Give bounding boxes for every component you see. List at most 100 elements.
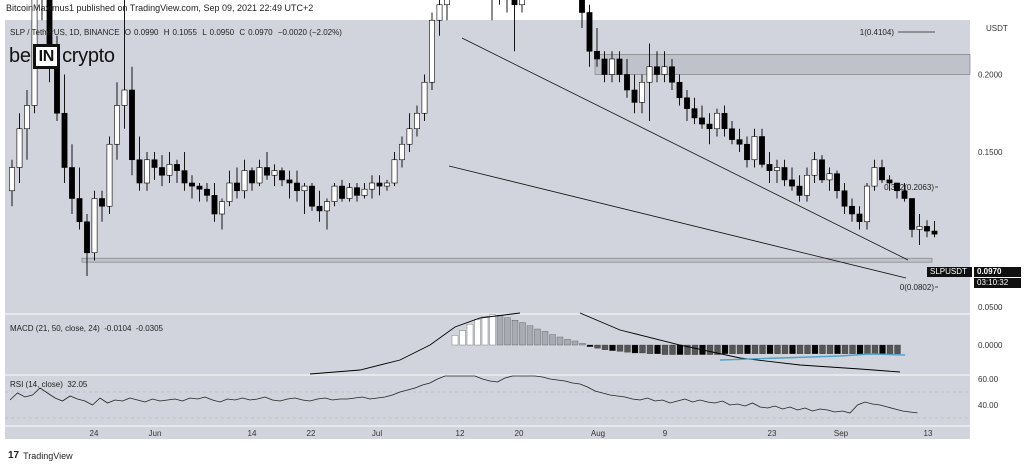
candle-body [774, 167, 780, 171]
footer-brand[interactable]: 17 TradingView [8, 450, 73, 461]
macd-histogram-bar [646, 344, 654, 354]
candle-body [399, 143, 405, 161]
candle-body [894, 182, 900, 192]
logo-left: be [9, 45, 31, 67]
macd-histogram-bar [549, 334, 556, 346]
macd-histogram-bar [639, 344, 646, 354]
time-tick-label: Aug [591, 429, 605, 438]
candle-body [309, 185, 315, 207]
candle-body [121, 89, 128, 106]
macd-histogram-bar [594, 344, 601, 349]
macd-histogram-bar [789, 344, 796, 354]
candle-body [144, 159, 150, 184]
candle-body [871, 167, 878, 187]
candle-body [279, 170, 285, 181]
logo-right: crypto [62, 45, 115, 67]
time-tick-label: 13 [924, 429, 933, 438]
wedge-upper-trendline [461, 37, 909, 261]
price-tick-label: 0.0500 [978, 303, 1003, 312]
macd-histogram-bar [661, 344, 669, 355]
macd-histogram-bar [489, 314, 496, 346]
rsi-label: RSI (14, close) [10, 380, 63, 389]
macd-histogram-bar [481, 316, 489, 346]
candle-body [751, 136, 758, 161]
macd-tick-label: 0.0000 [978, 341, 1003, 350]
low-label: L [202, 28, 207, 37]
time-tick-label: 14 [248, 429, 257, 438]
time-tick-label: 24 [90, 429, 99, 438]
close-label: C [239, 28, 246, 37]
macd-histogram-bar [886, 344, 894, 354]
fib-level-label: 1(0.4104) [860, 28, 895, 37]
candle-body [811, 159, 818, 176]
macd-histogram-bar [819, 344, 826, 354]
candle-body [264, 167, 270, 176]
candle-body [804, 174, 810, 196]
macd-histogram-bar [894, 344, 901, 354]
resistance-zone [594, 54, 971, 75]
open-label: O [124, 28, 131, 37]
candle-body [856, 213, 863, 223]
macd-histogram-bar [841, 344, 849, 354]
candle-body [189, 182, 195, 187]
macd-histogram-bar [526, 325, 534, 346]
rsi-legend: RSI (14, close) 32.05 [10, 380, 87, 389]
rsi-value: 32.05 [67, 380, 88, 389]
macd-histogram-bar [759, 344, 766, 354]
time-tick-label: 20 [515, 429, 524, 438]
candle-body [241, 170, 248, 192]
candle-body [931, 230, 938, 235]
macd-legend: MACD (21, 50, close, 24) -0.0104 -0.0305 [10, 324, 163, 333]
candle-body [166, 164, 173, 176]
macd-histogram-bar [541, 331, 549, 346]
candle-body [151, 159, 158, 168]
candle-body [346, 187, 353, 199]
currency-label: USDT [986, 24, 1008, 33]
macd-histogram-bar [616, 344, 624, 352]
rsi-tick-label: 60.00 [978, 375, 999, 384]
candle-body [444, 0, 450, 6]
candle-body [84, 221, 90, 254]
candle-body [766, 164, 773, 171]
plot-background [5, 20, 970, 439]
macd-histogram-bar [459, 330, 466, 346]
time-tick-label: 9 [663, 429, 668, 438]
macd-histogram-bar [774, 344, 781, 354]
logo-box: IN [32, 44, 61, 69]
candle-body [76, 198, 83, 223]
macd-histogram-bar [624, 344, 631, 353]
candle-body [654, 66, 660, 75]
candle-body [916, 226, 923, 230]
macd-histogram-bar [684, 344, 691, 355]
macd-histogram-bar [811, 344, 819, 354]
candle-body [331, 185, 338, 202]
last-price-tag: 0.0970 [974, 267, 1021, 277]
candle-body [639, 81, 645, 103]
candle-body [16, 128, 23, 168]
candle-body [234, 182, 240, 192]
macd-histogram-bar [871, 344, 879, 354]
symbol-label: SLP / TetherUS, 1D, BINANCE [10, 28, 120, 37]
wedge-lower-trendline [448, 165, 907, 279]
macd-histogram-bar [879, 344, 886, 354]
macd-histogram-bar [856, 344, 864, 355]
candle-body [594, 50, 600, 60]
beincrypto-logo: be IN crypto [9, 44, 115, 69]
macd-line-left [309, 312, 521, 375]
fib-level-label: 0.382(0.2063) [884, 183, 934, 192]
tradingview-logo-icon: 17 [8, 450, 20, 461]
candle-body [819, 159, 825, 181]
candle-body [384, 182, 390, 187]
candle-body [54, 66, 60, 114]
macd-histogram-bar [691, 344, 699, 355]
time-tick-label: 23 [768, 429, 777, 438]
candle-body [579, 0, 585, 13]
candle-body [706, 123, 713, 130]
countdown-tag: 03:10:32 [974, 278, 1021, 288]
candle-body [429, 19, 435, 83]
candle-body [714, 112, 720, 130]
macd-histogram-bar [601, 344, 609, 350]
candle-body [909, 198, 915, 230]
time-tick-label: Jun [149, 429, 162, 438]
